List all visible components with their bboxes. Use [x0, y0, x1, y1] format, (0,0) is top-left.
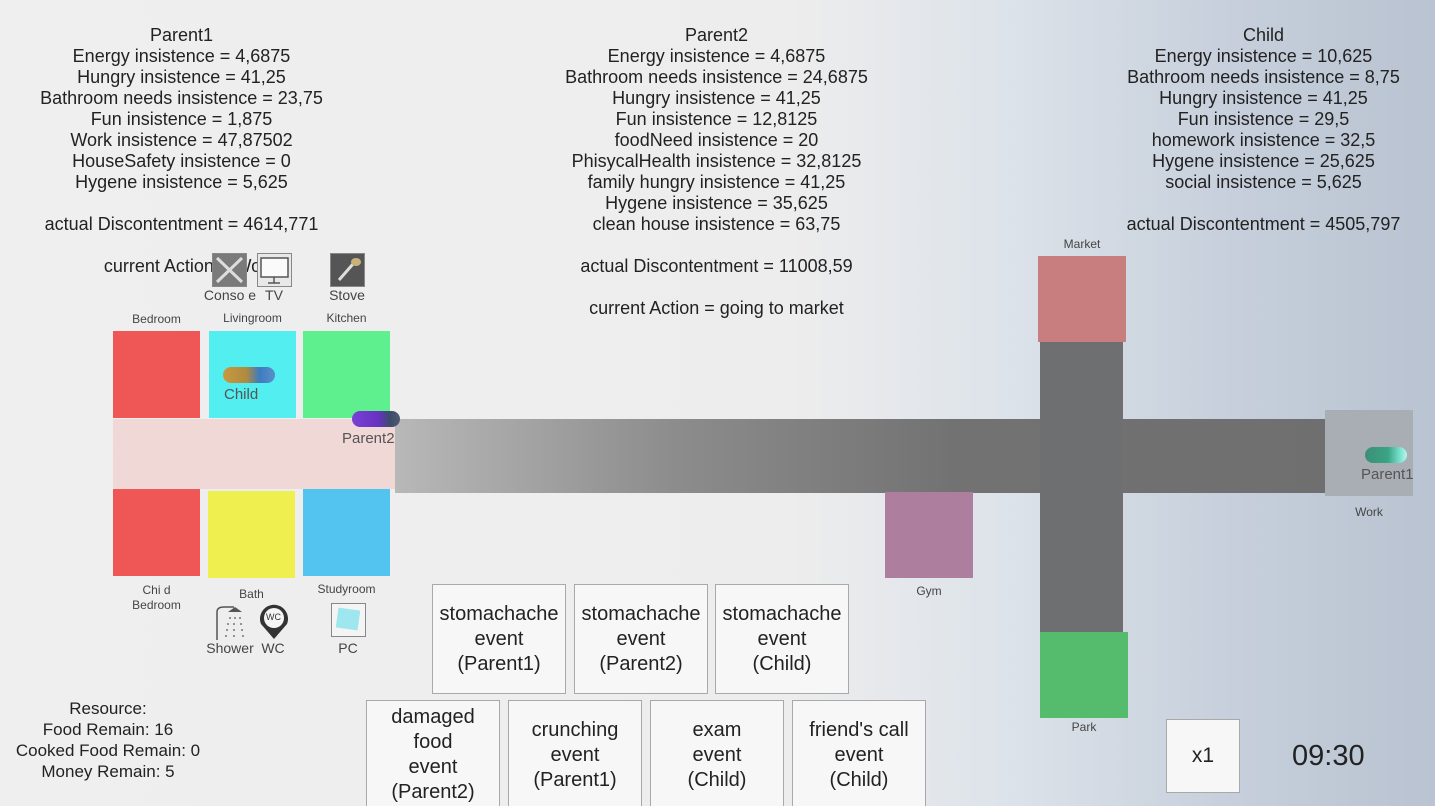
parent2-stat-line: Energy insistence = 4,6875	[607, 46, 826, 66]
room-bath[interactable]	[208, 491, 295, 578]
location-gym[interactable]	[885, 492, 973, 578]
parent2-stat-line: clean house insistence = 63,75	[592, 214, 841, 234]
parent1-name: Parent1	[149, 25, 214, 45]
label-child-bedroom-line2: Bedroom	[132, 598, 181, 612]
game-clock: 09:30	[1292, 740, 1365, 772]
label-bath: Bath	[239, 587, 264, 601]
parent1-stat-line: Work insistence = 47,87502	[70, 130, 293, 150]
money-remain: Money Remain: 5	[41, 762, 175, 781]
label-shower: Shower	[206, 640, 254, 656]
wc-icon-text: WC	[266, 612, 281, 622]
child-stat-line: Energy insistence = 10,625	[1154, 46, 1373, 66]
pc-icon[interactable]	[331, 603, 366, 637]
console-icon[interactable]	[212, 253, 247, 287]
room-kitchen[interactable]	[303, 331, 390, 418]
exam-child-button[interactable]: exam event (Child)	[650, 700, 784, 806]
label-market: Market	[1063, 237, 1101, 251]
parent1-stat-line: Hygene insistence = 5,625	[75, 172, 288, 192]
child-stat-line: Fun insistence = 29,5	[1177, 109, 1350, 129]
parent1-agent[interactable]	[1365, 447, 1407, 463]
parent2-discontentment: actual Discontentment = 11008,59	[580, 256, 853, 276]
child-stat-line: Hygene insistence = 25,625	[1152, 151, 1375, 171]
child-stat-line: homework insistence = 32,5	[1151, 130, 1376, 150]
shower-icon[interactable]	[212, 604, 248, 640]
label-tv: TV	[265, 287, 283, 303]
child-discontentment: actual Discontentment = 4505,797	[1126, 214, 1401, 234]
stomachache-parent1-button[interactable]: stomachache event (Parent1)	[432, 584, 566, 694]
label-bedroom: Bedroom	[132, 312, 181, 326]
child-name: Child	[1242, 25, 1285, 45]
parent2-agent[interactable]	[352, 411, 400, 427]
damaged-food-parent2-button[interactable]: damaged food event (Parent2)	[366, 700, 500, 806]
parent1-stat-line: Hungry insistence = 41,25	[77, 67, 286, 87]
label-studyroom: Studyroom	[317, 582, 376, 596]
child-agent-label: Child	[224, 386, 259, 403]
stove-icon[interactable]	[330, 253, 365, 287]
label-work: Work	[1355, 505, 1383, 519]
main-road	[395, 419, 1330, 493]
cooked-food-remain: Cooked Food Remain: 0	[15, 741, 201, 760]
room-child-bedroom[interactable]	[113, 489, 200, 576]
stomachache-parent2-button[interactable]: stomachache event (Parent2)	[574, 584, 708, 694]
crunching-parent1-button[interactable]: crunching event (Parent1)	[508, 700, 642, 806]
label-console: Conso e	[203, 287, 257, 303]
label-livingroom: Livingroom	[223, 311, 282, 325]
wc-icon[interactable]: WC	[257, 604, 291, 640]
speed-button[interactable]: x1	[1166, 719, 1240, 793]
label-wc: WC	[261, 640, 285, 656]
parent2-stat-line: Bathroom needs insistence = 24,6875	[565, 67, 868, 87]
tv-icon[interactable]	[257, 253, 292, 287]
location-park[interactable]	[1040, 632, 1128, 718]
parent2-name: Parent2	[684, 25, 749, 45]
parent2-stat-line: Fun insistence = 12,8125	[615, 109, 818, 129]
location-market[interactable]	[1038, 256, 1126, 342]
room-studyroom[interactable]	[303, 489, 390, 576]
child-stats-panel: Child Energy insistence = 10,625 Bathroo…	[1100, 25, 1427, 235]
parent1-discontentment: actual Discontentment = 4614,771	[44, 214, 319, 234]
friends-call-child-button[interactable]: friend's call event (Child)	[792, 700, 926, 806]
house-hallway	[113, 419, 395, 489]
stomachache-child-button[interactable]: stomachache event (Child)	[715, 584, 849, 694]
parent1-stat-line: Fun insistence = 1,875	[90, 109, 273, 129]
parent2-stats-panel: Parent2 Energy insistence = 4,6875 Bathr…	[545, 25, 888, 319]
food-remain: Food Remain: 16	[42, 720, 174, 739]
child-stat-line: Hungry insistence = 41,25	[1159, 88, 1368, 108]
parent2-stat-line: foodNeed insistence = 20	[614, 130, 819, 150]
label-gym: Gym	[916, 584, 942, 598]
parent1-stat-line: Energy insistence = 4,6875	[72, 46, 291, 66]
parent1-stat-line: HouseSafety insistence = 0	[72, 151, 291, 171]
child-agent[interactable]	[223, 367, 275, 383]
label-pc: PC	[338, 640, 358, 656]
resources-panel: Resource: Food Remain: 16 Cooked Food Re…	[8, 698, 208, 782]
child-stat-line: Bathroom needs insistence = 8,75	[1127, 67, 1400, 87]
room-bedroom[interactable]	[113, 331, 200, 418]
crossing-road	[1040, 340, 1123, 635]
label-kitchen: Kitchen	[326, 311, 367, 325]
parent1-stat-line: Bathroom needs insistence = 23,75	[40, 88, 323, 108]
parent2-stat-line: PhisycalHealth insistence = 32,8125	[571, 151, 862, 171]
label-park: Park	[1071, 720, 1097, 734]
resources-title: Resource:	[69, 699, 147, 718]
parent2-current-action: current Action = going to market	[589, 298, 844, 318]
parent2-stat-line: family hungry insistence = 41,25	[587, 172, 846, 192]
parent2-agent-label: Parent2	[342, 430, 395, 447]
parent2-stat-line: Hygene insistence = 35,625	[605, 193, 828, 213]
parent1-stats-panel: Parent1 Energy insistence = 4,6875 Hungr…	[20, 25, 343, 235]
label-stove: Stove	[329, 287, 365, 303]
child-stat-line: social insistence = 5,625	[1165, 172, 1362, 192]
label-child-bedroom-line1: Chi d	[142, 583, 171, 597]
parent1-agent-label: Parent1	[1361, 466, 1414, 483]
parent2-stat-line: Hungry insistence = 41,25	[612, 88, 821, 108]
